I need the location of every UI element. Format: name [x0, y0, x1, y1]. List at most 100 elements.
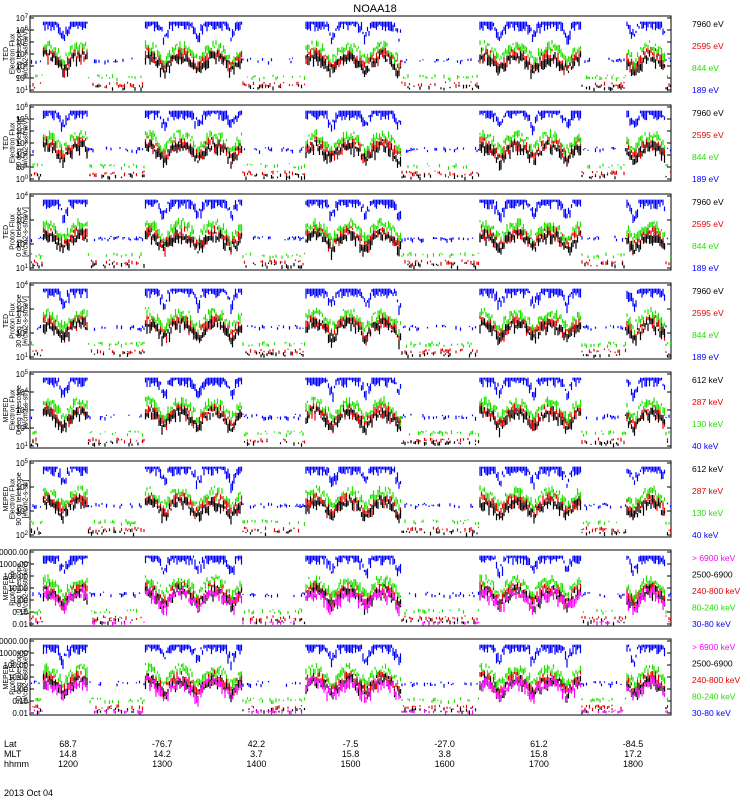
time-row-label: MLT	[4, 749, 22, 759]
legend-entry: 2595 eV	[692, 308, 724, 318]
series-trace-black	[36, 139, 667, 181]
y-axis-label-line: TED	[3, 136, 10, 150]
y-axis-label-line: [#/cm2-s-str]	[23, 480, 30, 519]
legend-entry: 7960 eV	[692, 19, 724, 29]
y-tick-label: 1.00	[12, 596, 28, 605]
y-axis-label-line: Proton Flux	[10, 303, 17, 339]
series-trace-green	[29, 485, 670, 527]
series-trace-magenta	[29, 675, 669, 715]
time-axis-value: 14.8	[59, 749, 77, 759]
y-axis-label-line: [#/cm2-s-str-eV]	[23, 118, 30, 168]
legend-entry: 7960 eV	[692, 286, 724, 296]
time-axis-value: 15.8	[530, 749, 548, 759]
y-tick-label: 0.01	[12, 709, 28, 718]
time-axis-value: 1800	[623, 759, 643, 769]
y-tick-label: 10000.00	[0, 548, 29, 557]
y-tick-label: 103	[16, 305, 29, 314]
series-trace-blue	[32, 110, 672, 154]
data-marks	[29, 21, 672, 92]
legend-entry: 40 keV	[692, 441, 719, 451]
y-axis-label-line: MEPED	[3, 398, 10, 423]
legend-entry: 80-240 keV	[692, 692, 736, 702]
panel-6: 102 103 104 105 MEPED Electron Flux 90 deg tel…	[3, 459, 724, 540]
y-axis-label-line: [#/cm2-s-str-eV]	[23, 29, 30, 79]
y-tick-label: 10.00	[8, 584, 29, 593]
time-axis-value: 61.2	[530, 739, 548, 749]
y-tick-label: 100.00	[4, 572, 29, 581]
panel-frame	[29, 282, 672, 360]
y-axis-label-line: MEPED	[3, 665, 10, 690]
time-axis-value: 68.7	[59, 739, 77, 749]
series-trace-red	[32, 403, 669, 445]
y-tick-label: 105	[16, 38, 29, 47]
y-tick-label: 106	[16, 26, 29, 35]
panel-7: 10000.00 1000.00 100.00 10.00 1.00 0.10 0.01 ME…	[0, 548, 741, 629]
y-axis-label-line: 30 deg telescope	[16, 294, 23, 347]
series-trace-green	[32, 395, 670, 437]
legend-entry: 130 keV	[692, 508, 724, 518]
y-axis-label-line: 0 deg telescope	[16, 29, 23, 79]
y-axis-label-line: Electron Flux	[10, 122, 17, 163]
series-trace-black	[29, 50, 672, 92]
data-marks	[29, 199, 672, 270]
y-tick-label: 0.10	[12, 697, 28, 706]
y-axis-label-line: MEPED	[3, 576, 10, 601]
y-tick-label: 101	[16, 442, 29, 451]
y-axis-label-line: 30 deg telescope	[16, 116, 23, 169]
legend-entry: 7960 eV	[692, 197, 724, 207]
series-trace-black	[30, 405, 669, 448]
y-tick-label: 103	[16, 139, 29, 148]
y-axis-label-line: 0 deg telescope	[16, 207, 23, 257]
legend-entry: 2500-6900	[692, 570, 733, 580]
y-tick-label: 103	[16, 216, 29, 225]
legend-entry: 2595 eV	[692, 130, 724, 140]
legend-entry: 2595 eV	[692, 41, 724, 51]
y-tick-label: 0.01	[12, 620, 28, 629]
y-axis-label-line: 90 deg telescope	[16, 472, 23, 525]
y-tick-label: 104	[16, 388, 29, 397]
legend-entry: 80-240 keV	[692, 603, 736, 613]
y-tick-label: 104	[16, 483, 29, 492]
series-trace-magenta	[29, 586, 670, 626]
time-axis-value: 1700	[529, 759, 549, 769]
y-axis-label-line: TED	[3, 47, 10, 61]
y-tick-label: 102	[16, 329, 29, 338]
time-row-label: hhmm	[4, 759, 29, 769]
y-tick-label: 101	[16, 86, 29, 95]
legend-entry: 287 keV	[692, 486, 724, 496]
time-axis-value: 3.7	[250, 749, 263, 759]
y-tick-label: 104	[16, 192, 29, 201]
y-tick-label: 10.00	[8, 673, 29, 682]
y-tick-label: 0.10	[12, 608, 28, 617]
y-axis-label-line: [#/cm2-s-str-eV]	[23, 296, 30, 346]
y-tick-label: 101	[16, 353, 29, 362]
legend-entry: 844 eV	[692, 241, 719, 251]
y-axis-label-line: [#/cm2-s-str-eV]	[23, 207, 30, 257]
series-trace-blue	[32, 555, 672, 599]
y-axis-label-line: Proton Flux	[10, 214, 17, 250]
y-tick-label: 100.00	[4, 661, 29, 670]
legend-entry: 189 eV	[692, 174, 719, 184]
panel-4: 101 102 103 104 TED Proton Flux 30 deg telesco…	[3, 281, 724, 362]
y-tick-label: 1.00	[12, 685, 28, 694]
series-trace-blue	[30, 21, 672, 65]
y-tick-label: 107	[16, 14, 29, 23]
panel-frame	[29, 460, 672, 538]
legend-entry: 612 keV	[692, 375, 724, 385]
series-trace-black	[32, 228, 666, 270]
figure-title: NOAA18	[353, 3, 396, 15]
data-marks	[29, 377, 670, 448]
y-tick-label: 103	[16, 406, 29, 415]
y-axis-label-line: Proton Flux	[10, 659, 17, 695]
y-tick-label: 102	[16, 74, 29, 83]
legend-entry: 612 keV	[692, 464, 724, 474]
legend-entry: 240-800 keV	[692, 675, 741, 685]
series-trace-green	[35, 662, 669, 705]
legend-entry: 189 eV	[692, 263, 719, 273]
panel-3: 101 102 103 104 TED Proton Flux 0 deg telescop…	[3, 192, 724, 273]
time-axis-value: 17.2	[624, 749, 642, 759]
y-tick-label: 105	[16, 459, 29, 468]
legend-entry: 130 keV	[692, 419, 724, 429]
y-tick-label: 105	[16, 115, 29, 124]
